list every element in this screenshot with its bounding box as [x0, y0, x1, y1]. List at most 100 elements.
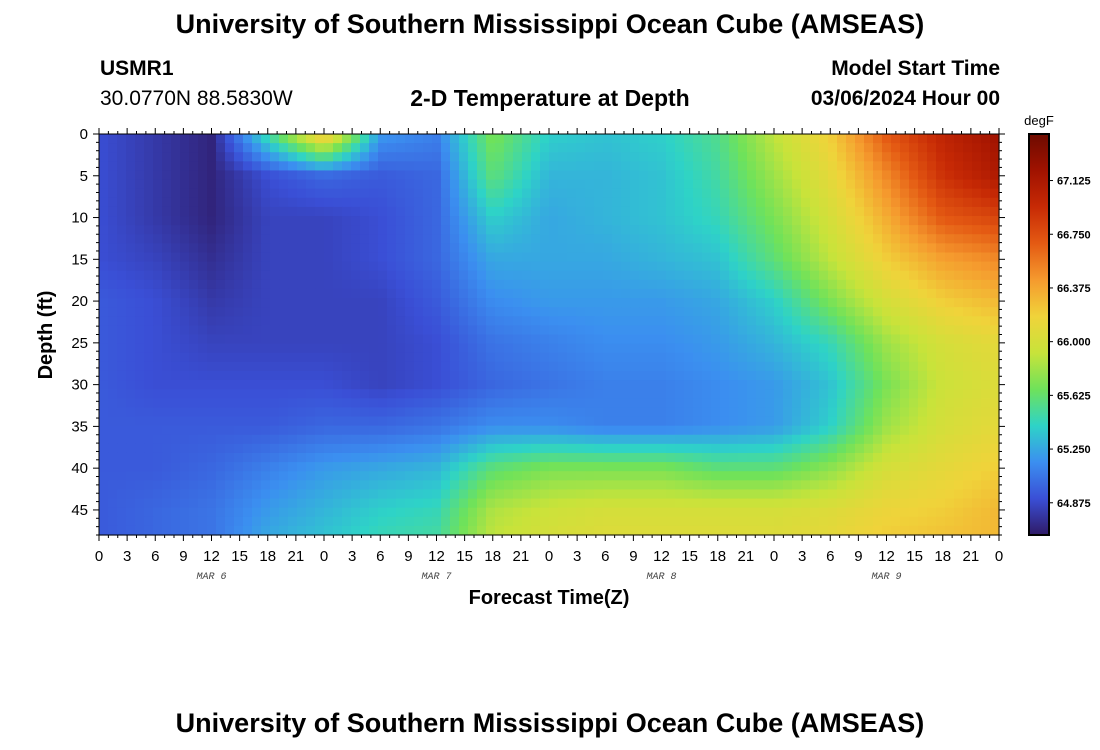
heatmap-cell	[954, 316, 964, 326]
heatmap-cell	[720, 325, 730, 336]
heatmap-cell	[477, 152, 487, 162]
heatmap-cell	[846, 452, 856, 463]
heatmap-cell	[270, 179, 280, 190]
heatmap-cell	[414, 206, 424, 217]
heatmap-cell	[819, 270, 829, 281]
y-tick-label: 25	[71, 335, 88, 352]
heatmap-cell	[819, 143, 829, 153]
heatmap-cell	[468, 443, 478, 454]
heatmap-cell	[783, 307, 793, 317]
heatmap-cell	[882, 288, 892, 299]
heatmap-cell	[594, 206, 604, 217]
heatmap-cell	[171, 525, 181, 536]
heatmap-cell	[864, 225, 874, 235]
heatmap-cell	[684, 334, 694, 345]
heatmap-cell	[792, 525, 802, 536]
heatmap-cell	[297, 525, 307, 536]
heatmap-cell	[945, 380, 955, 390]
heatmap-cell	[396, 170, 406, 181]
heatmap-cell	[990, 225, 1000, 235]
heatmap-cell	[315, 380, 325, 390]
heatmap-cell	[576, 161, 586, 172]
heatmap-cell	[486, 462, 496, 472]
heatmap-cell	[216, 161, 226, 172]
heatmap-cell	[846, 361, 856, 372]
heatmap-cell	[963, 288, 973, 299]
heatmap-cell	[324, 398, 334, 409]
heatmap-cell	[459, 206, 469, 217]
heatmap-cell	[522, 288, 532, 299]
heatmap-cell	[900, 525, 910, 536]
heatmap-cell	[603, 307, 613, 317]
heatmap-cell	[315, 179, 325, 190]
heatmap-cell	[729, 206, 739, 217]
heatmap-cell	[477, 370, 487, 381]
heatmap-cell	[306, 252, 316, 263]
heatmap-cell	[144, 525, 154, 536]
colorbar-tick-label: 67.125	[1057, 176, 1091, 188]
heatmap-cell	[792, 134, 802, 144]
heatmap-cell	[963, 170, 973, 181]
heatmap-cell	[702, 434, 712, 445]
date-label: MAR 8	[646, 572, 676, 583]
heatmap-cell	[639, 325, 649, 336]
heatmap-cell	[351, 179, 361, 190]
heatmap-cell	[711, 279, 721, 290]
heatmap-cell	[513, 216, 523, 226]
heatmap-cell	[261, 471, 271, 481]
heatmap-cell	[846, 407, 856, 418]
heatmap-cell	[666, 179, 676, 190]
heatmap-cell	[936, 352, 946, 363]
heatmap-cell	[549, 407, 559, 418]
heatmap-cell	[171, 462, 181, 472]
heatmap-cell	[279, 361, 289, 372]
heatmap-cell	[621, 416, 631, 427]
heatmap-cell	[171, 452, 181, 463]
heatmap-cell	[954, 152, 964, 162]
heatmap-cell	[513, 152, 523, 162]
heatmap-cell	[945, 270, 955, 281]
heatmap-cell	[126, 270, 136, 281]
heatmap-cell	[207, 134, 217, 144]
heatmap-cell	[216, 380, 226, 390]
heatmap-cell	[954, 298, 964, 308]
heatmap-cell	[720, 216, 730, 226]
heatmap-cell	[954, 225, 964, 235]
heatmap-cell	[576, 225, 586, 235]
heatmap-cell	[801, 270, 811, 281]
heatmap-cell	[810, 471, 820, 481]
heatmap-cell	[531, 298, 541, 308]
heatmap-cell	[909, 270, 919, 281]
heatmap-cell	[126, 216, 136, 226]
heatmap-cell	[396, 525, 406, 536]
heatmap-cell	[333, 489, 343, 500]
heatmap-cell	[972, 443, 982, 454]
heatmap-cell	[612, 179, 622, 190]
heatmap-cell	[810, 288, 820, 299]
heatmap-cell	[135, 398, 145, 409]
heatmap-cell	[900, 161, 910, 172]
heatmap-cell	[135, 525, 145, 536]
heatmap-cell	[306, 452, 316, 463]
heatmap-cell	[873, 288, 883, 299]
heatmap-cell	[675, 170, 685, 181]
heatmap-cell	[837, 516, 847, 527]
heatmap-cell	[666, 498, 676, 509]
heatmap-cell	[810, 507, 820, 518]
heatmap-cell	[738, 352, 748, 363]
heatmap-cell	[603, 425, 613, 436]
heatmap-cell	[882, 498, 892, 509]
heatmap-cell	[720, 471, 730, 481]
x-tick-label: 18	[259, 548, 276, 565]
heatmap-cell	[306, 416, 316, 427]
heatmap-cell	[207, 161, 217, 172]
heatmap-cell	[648, 325, 658, 336]
heatmap-cell	[432, 370, 442, 381]
heatmap-cell	[747, 407, 757, 418]
heatmap-cell	[585, 398, 595, 409]
heatmap-cell	[828, 134, 838, 144]
heatmap-cell	[522, 270, 532, 281]
heatmap-cell	[270, 206, 280, 217]
heatmap-cell	[288, 134, 298, 144]
heatmap-cell	[711, 179, 721, 190]
